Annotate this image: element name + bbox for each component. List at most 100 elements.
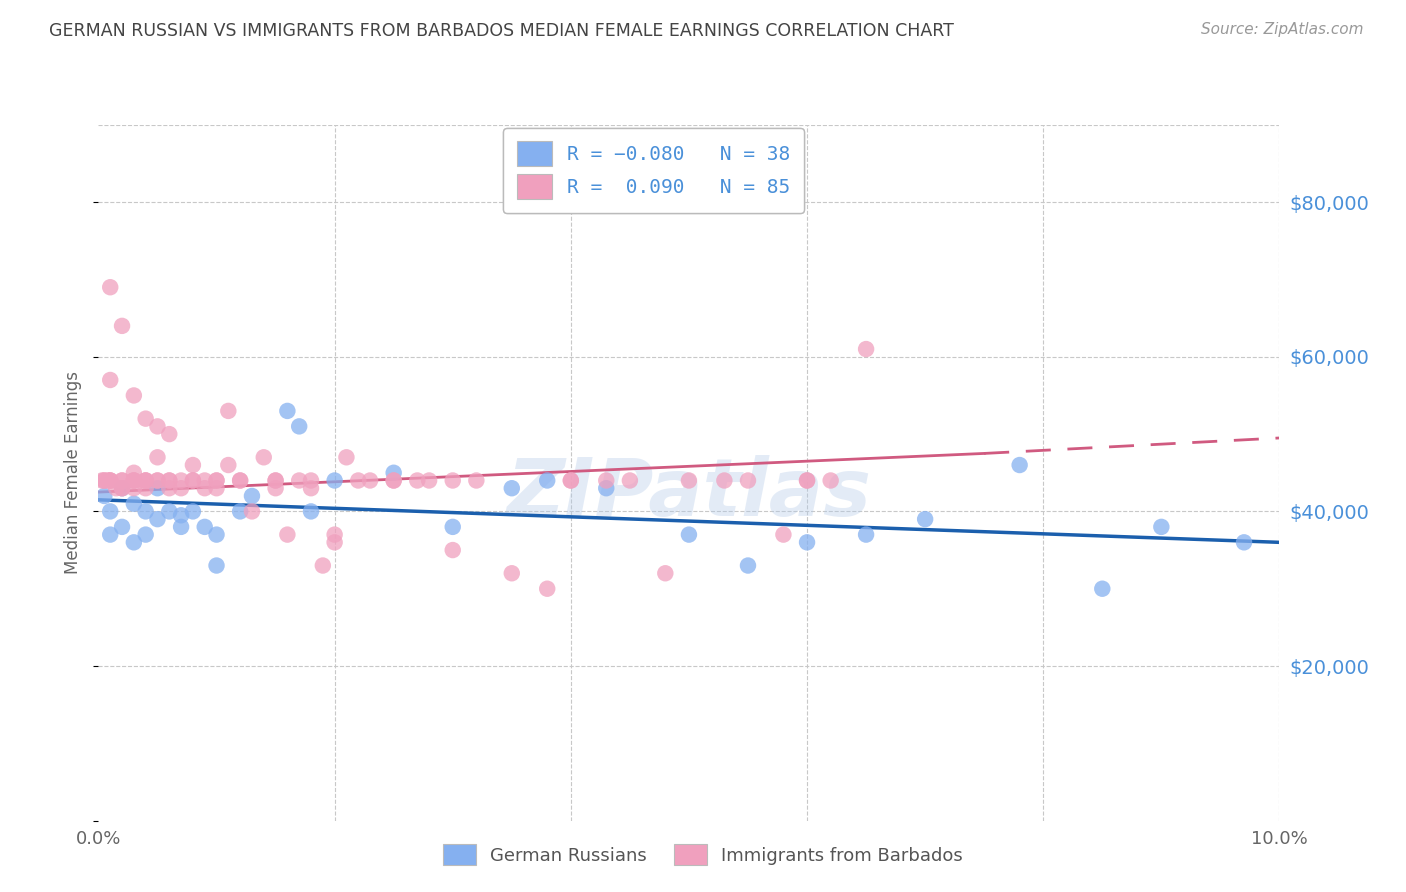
- Point: [796, 474, 818, 488]
- Point: [122, 497, 145, 511]
- Point: [619, 474, 641, 488]
- Point: [796, 535, 818, 549]
- Point: [595, 474, 617, 488]
- Point: [737, 558, 759, 573]
- Point: [122, 474, 145, 488]
- Point: [157, 474, 180, 488]
- Point: [264, 474, 287, 488]
- Point: [737, 474, 759, 488]
- Point: [299, 504, 322, 518]
- Point: [465, 474, 488, 488]
- Point: [105, 481, 128, 495]
- Point: [299, 481, 322, 495]
- Point: [560, 474, 582, 488]
- Point: [382, 466, 405, 480]
- Point: [560, 474, 582, 488]
- Text: GERMAN RUSSIAN VS IMMIGRANTS FROM BARBADOS MEDIAN FEMALE EARNINGS CORRELATION CH: GERMAN RUSSIAN VS IMMIGRANTS FROM BARBAD…: [49, 22, 955, 40]
- Point: [229, 504, 252, 518]
- Point: [501, 566, 523, 581]
- Point: [146, 512, 169, 526]
- Point: [98, 474, 121, 488]
- Point: [111, 481, 134, 495]
- Point: [135, 474, 157, 488]
- Point: [1150, 520, 1173, 534]
- Point: [98, 527, 121, 541]
- Point: [288, 419, 311, 434]
- Point: [122, 535, 145, 549]
- Point: [181, 504, 204, 518]
- Point: [382, 474, 405, 488]
- Point: [146, 474, 169, 488]
- Legend: German Russians, Immigrants from Barbados: German Russians, Immigrants from Barbado…: [434, 835, 972, 874]
- Point: [1008, 458, 1031, 472]
- Point: [93, 489, 115, 503]
- Point: [98, 474, 121, 488]
- Point: [122, 474, 145, 488]
- Point: [146, 419, 169, 434]
- Point: [772, 527, 794, 541]
- Point: [229, 474, 252, 488]
- Point: [205, 474, 228, 488]
- Point: [135, 474, 157, 488]
- Point: [359, 474, 381, 488]
- Point: [122, 466, 145, 480]
- Point: [1091, 582, 1114, 596]
- Point: [536, 474, 558, 488]
- Point: [157, 474, 180, 488]
- Point: [170, 520, 193, 534]
- Point: [276, 527, 298, 541]
- Point: [170, 508, 193, 523]
- Point: [97, 474, 120, 488]
- Point: [135, 527, 157, 541]
- Point: [194, 520, 217, 534]
- Point: [135, 474, 157, 488]
- Point: [170, 481, 193, 495]
- Point: [264, 474, 287, 488]
- Point: [122, 388, 145, 402]
- Point: [441, 474, 464, 488]
- Point: [146, 474, 169, 488]
- Point: [406, 474, 429, 488]
- Point: [111, 481, 134, 495]
- Point: [276, 404, 298, 418]
- Text: Source: ZipAtlas.com: Source: ZipAtlas.com: [1201, 22, 1364, 37]
- Point: [93, 474, 115, 488]
- Point: [323, 535, 346, 549]
- Point: [418, 474, 440, 488]
- Point: [205, 558, 228, 573]
- Point: [914, 512, 936, 526]
- Point: [536, 582, 558, 596]
- Point: [382, 474, 405, 488]
- Point: [98, 280, 121, 294]
- Legend: R = −0.080   N = 38, R =  0.090   N = 85: R = −0.080 N = 38, R = 0.090 N = 85: [503, 128, 804, 212]
- Point: [135, 504, 157, 518]
- Point: [253, 450, 276, 465]
- Point: [205, 481, 228, 495]
- Point: [194, 481, 217, 495]
- Point: [240, 489, 263, 503]
- Point: [441, 543, 464, 558]
- Point: [93, 474, 115, 488]
- Point: [312, 558, 335, 573]
- Point: [181, 474, 204, 488]
- Point: [146, 481, 169, 495]
- Point: [91, 474, 114, 488]
- Point: [855, 527, 877, 541]
- Point: [111, 474, 134, 488]
- Point: [678, 474, 700, 488]
- Point: [135, 481, 157, 495]
- Point: [240, 504, 263, 518]
- Point: [820, 474, 842, 488]
- Point: [1233, 535, 1256, 549]
- Point: [170, 474, 193, 488]
- Point: [194, 474, 217, 488]
- Text: ZIPatlas: ZIPatlas: [506, 455, 872, 533]
- Point: [796, 474, 818, 488]
- Point: [146, 450, 169, 465]
- Point: [111, 318, 134, 333]
- Point: [595, 481, 617, 495]
- Point: [111, 474, 134, 488]
- Point: [713, 474, 735, 488]
- Point: [264, 481, 287, 495]
- Point: [157, 481, 180, 495]
